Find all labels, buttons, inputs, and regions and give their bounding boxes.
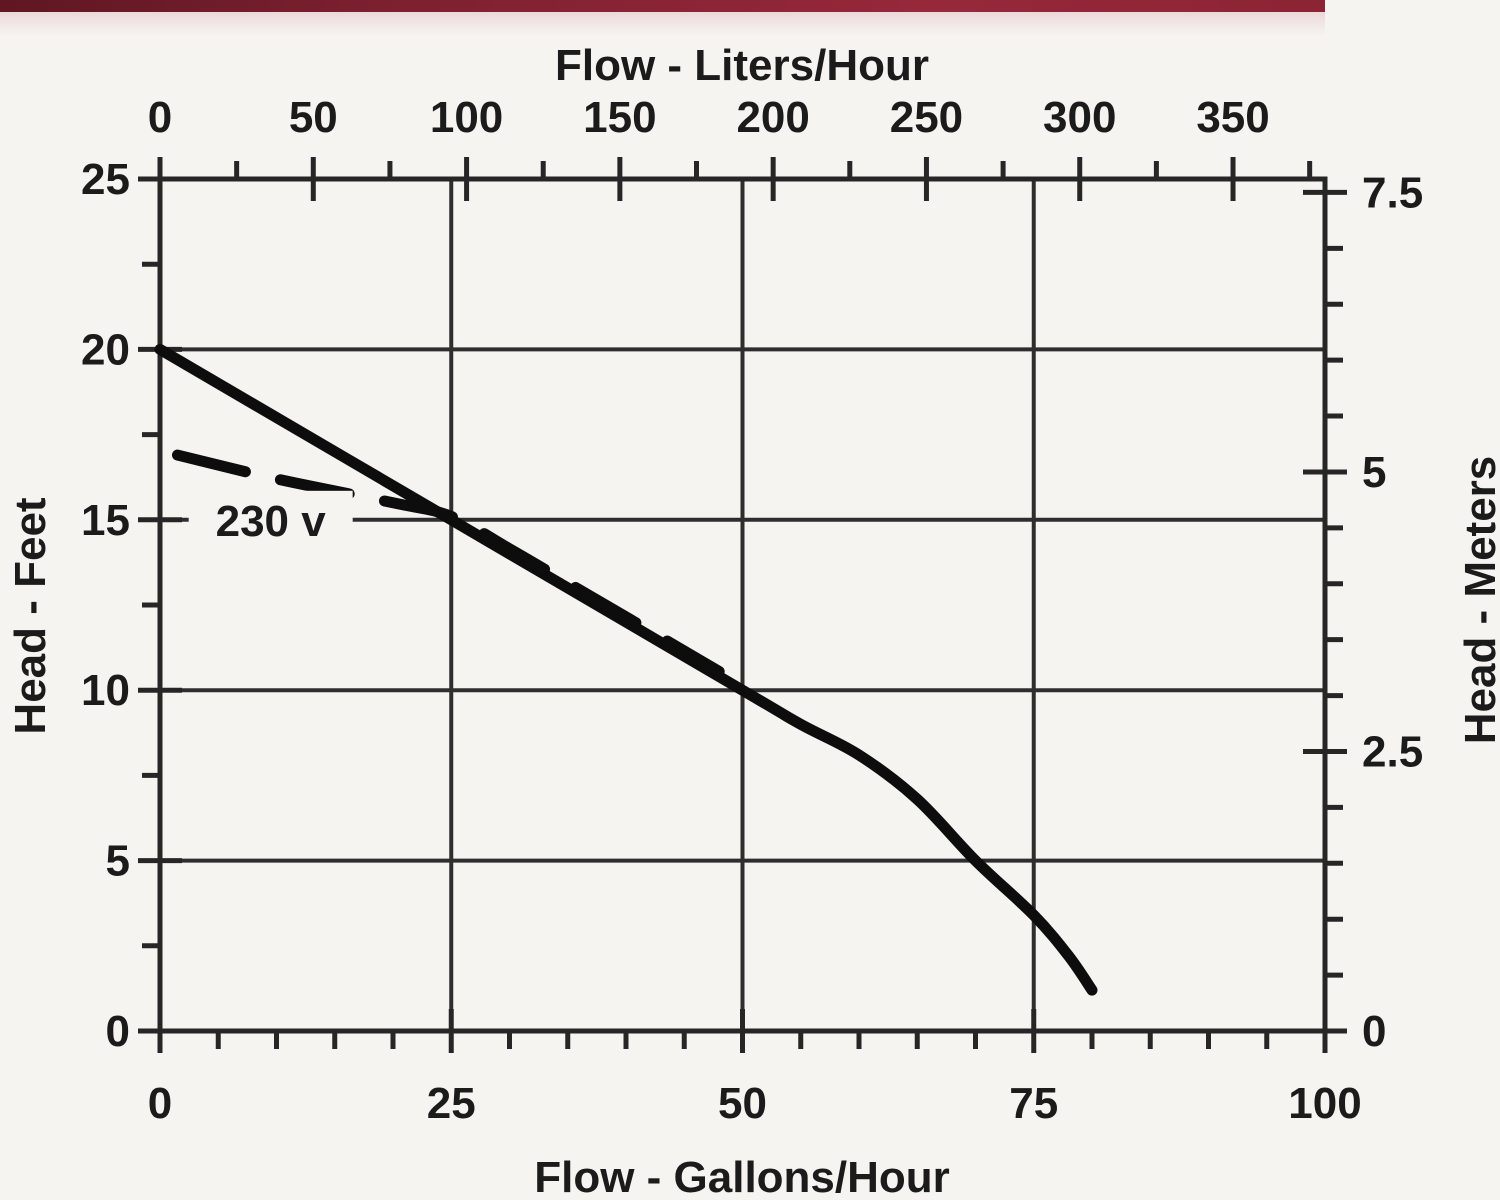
- bottom-axis-tick-label: 0: [148, 1079, 172, 1128]
- left-axis-tick-label: 15: [81, 496, 130, 545]
- left-axis-title: Head - Feet: [6, 497, 55, 735]
- pump-curve-230v: [171, 449, 725, 677]
- left-axis-tick-label: 5: [106, 837, 130, 886]
- bottom-axis-tick-label: 75: [1009, 1079, 1058, 1128]
- bottom-axis-tick-label: 100: [1288, 1079, 1361, 1128]
- top-axis-tick-label: 250: [890, 93, 963, 142]
- left-axis-tick-label: 0: [106, 1007, 130, 1056]
- top-axis-tick-label: 100: [430, 93, 503, 142]
- right-axis-tick-label: 2.5: [1362, 727, 1423, 776]
- top-axis-tick-label: 350: [1196, 93, 1269, 142]
- header-bar: [0, 0, 1325, 12]
- right-axis-tick-label: 5: [1362, 448, 1386, 497]
- top-axis-tick-label: 0: [148, 93, 172, 142]
- right-axis-tick-label: 0: [1362, 1007, 1386, 1056]
- right-axis-tick-label: 7.5: [1362, 168, 1423, 217]
- top-axis-tick-label: 300: [1043, 93, 1116, 142]
- annotation-background: [188, 490, 353, 549]
- top-axis-tick-label: 150: [583, 93, 656, 142]
- left-axis-tick-label: 25: [81, 155, 130, 204]
- left-axis-tick-label: 10: [81, 666, 130, 715]
- pump-curve-main: [154, 343, 1098, 996]
- bottom-axis-tick-label: 50: [718, 1079, 767, 1128]
- left-axis-tick-label: 20: [81, 325, 130, 374]
- bottom-axis-title: Flow - Gallons/Hour: [534, 1153, 950, 1200]
- top-axis-tick-label: 200: [736, 93, 809, 142]
- bottom-axis-tick-label: 25: [427, 1079, 476, 1128]
- top-axis-title: Flow - Liters/Hour: [555, 41, 929, 90]
- header-bar-fade: [0, 12, 1325, 36]
- right-axis-title: Head - Meters: [1456, 456, 1500, 745]
- curve-label-230v: 230 v: [216, 497, 327, 546]
- top-axis-tick-label: 50: [289, 93, 338, 142]
